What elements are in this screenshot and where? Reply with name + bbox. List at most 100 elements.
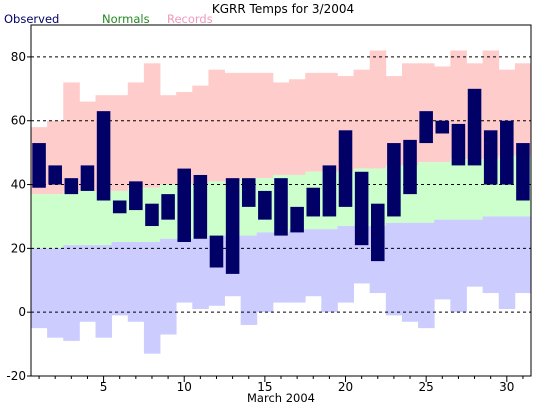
record-high-band-day-18 xyxy=(305,72,322,172)
x-tick-label-15: 15 xyxy=(257,380,272,394)
record-high-band-day-3 xyxy=(63,82,80,191)
observed-bar-day-15 xyxy=(258,190,272,220)
y-tick-label-40: 40 xyxy=(11,178,26,192)
observed-bar-day-31 xyxy=(516,143,530,201)
observed-bar-day-13 xyxy=(225,178,240,274)
record-high-band-day-8 xyxy=(143,63,161,188)
band-layer xyxy=(31,50,532,354)
x-tick-label-30: 30 xyxy=(499,380,514,394)
observed-bar-day-21 xyxy=(354,171,369,246)
observed-bar-day-28 xyxy=(467,88,482,166)
record-low-band-day-30 xyxy=(498,216,516,309)
record-high-band-day-22 xyxy=(369,50,387,169)
record-low-band-day-27 xyxy=(450,219,467,313)
record-low-band-day-5 xyxy=(95,245,113,338)
record-high-band-day-19 xyxy=(321,72,338,172)
record-low-band-day-20 xyxy=(337,226,354,303)
record-low-band-day-31 xyxy=(514,216,532,294)
x-tick-label-25: 25 xyxy=(419,380,434,394)
observed-bar-day-10 xyxy=(177,168,191,242)
normal-band-day-25 xyxy=(418,162,435,223)
observed-bar-day-12 xyxy=(209,235,224,268)
record-high-band-day-15 xyxy=(256,72,274,179)
x-tick-label-5: 5 xyxy=(100,380,108,394)
observed-bar-day-16 xyxy=(274,178,288,236)
observed-bar-day-6 xyxy=(112,200,127,214)
normal-band-day-28 xyxy=(466,159,484,220)
record-low-band-day-28 xyxy=(466,219,484,287)
normal-band-day-27 xyxy=(450,159,467,220)
record-low-band-day-19 xyxy=(321,229,338,313)
y-tick-label--20: -20 xyxy=(6,369,26,383)
record-high-band-day-10 xyxy=(176,92,193,185)
observed-bar-day-19 xyxy=(322,165,337,217)
observed-bar-layer xyxy=(32,88,530,274)
observed-bar-day-4 xyxy=(80,165,95,191)
record-low-band-day-24 xyxy=(401,222,419,322)
observed-bar-day-1 xyxy=(32,143,46,188)
record-high-band-day-12 xyxy=(208,69,225,182)
normal-band-day-26 xyxy=(434,162,451,220)
observed-bar-day-25 xyxy=(419,111,433,144)
observed-bar-day-20 xyxy=(338,130,353,207)
legend-normals: Normals xyxy=(102,12,150,26)
y-tick-label-80: 80 xyxy=(11,50,26,64)
observed-bar-day-18 xyxy=(306,187,321,217)
x-tick-label-20: 20 xyxy=(338,380,353,394)
record-high-band-day-21 xyxy=(353,69,371,169)
record-low-band-day-25 xyxy=(418,222,435,329)
observed-bar-day-26 xyxy=(435,120,450,134)
legend-records: Records xyxy=(167,12,213,26)
record-high-band-day-14 xyxy=(240,72,258,179)
normal-band-day-12 xyxy=(208,181,225,236)
record-low-band-day-3 xyxy=(63,245,80,341)
record-high-band-day-13 xyxy=(224,72,242,182)
record-low-band-day-17 xyxy=(289,229,306,303)
record-low-band-day-16 xyxy=(272,232,290,303)
normal-band-day-3 xyxy=(63,190,80,246)
y-tick-label-20: 20 xyxy=(11,241,26,255)
record-high-band-day-17 xyxy=(289,79,306,175)
record-high-band-day-31 xyxy=(514,63,532,156)
normal-band-day-6 xyxy=(111,190,129,242)
observed-bar-day-22 xyxy=(371,203,385,262)
normal-band-day-1 xyxy=(31,194,48,249)
observed-bar-day-3 xyxy=(64,178,79,195)
record-low-band-day-10 xyxy=(176,238,193,303)
record-low-band-day-6 xyxy=(111,241,129,316)
record-high-band-day-16 xyxy=(272,82,290,175)
record-low-band-day-9 xyxy=(160,238,177,335)
observed-bar-day-24 xyxy=(403,139,417,195)
record-high-band-day-11 xyxy=(192,85,209,185)
record-low-band-day-23 xyxy=(385,222,403,316)
chart-title: KGRR Temps for 3/2004 xyxy=(212,2,354,16)
observed-bar-day-30 xyxy=(500,120,514,185)
observed-bar-day-23 xyxy=(387,143,401,217)
observed-bar-day-27 xyxy=(451,123,466,166)
record-low-band-day-7 xyxy=(127,241,145,322)
y-tick-label-60: 60 xyxy=(11,114,26,128)
normal-band-day-2 xyxy=(47,194,64,249)
record-high-band-day-26 xyxy=(434,66,451,163)
observed-bar-day-17 xyxy=(290,206,304,233)
record-low-band-day-4 xyxy=(79,245,96,322)
record-low-band-day-15 xyxy=(256,232,274,313)
record-low-band-day-1 xyxy=(31,248,48,329)
observed-bar-day-7 xyxy=(129,181,143,211)
record-low-band-day-26 xyxy=(434,219,451,300)
x-axis-label: March 2004 xyxy=(247,391,315,405)
record-high-band-day-6 xyxy=(111,95,129,191)
axes-layer: -20 0 20 40 60 80 5 10 15 20 25 30 xyxy=(6,50,524,394)
record-low-band-day-11 xyxy=(192,238,209,309)
normal-band-day-4 xyxy=(79,190,96,246)
observed-bar-day-2 xyxy=(48,165,62,185)
observed-bar-day-11 xyxy=(193,174,208,239)
record-high-band-day-7 xyxy=(127,82,145,188)
observed-bar-day-29 xyxy=(483,130,498,185)
record-low-band-day-18 xyxy=(305,229,322,297)
y-tick-label-0: 0 xyxy=(18,305,26,319)
observed-bar-day-9 xyxy=(161,194,175,220)
x-tick-label-10: 10 xyxy=(177,380,192,394)
observed-bar-day-5 xyxy=(96,111,111,201)
